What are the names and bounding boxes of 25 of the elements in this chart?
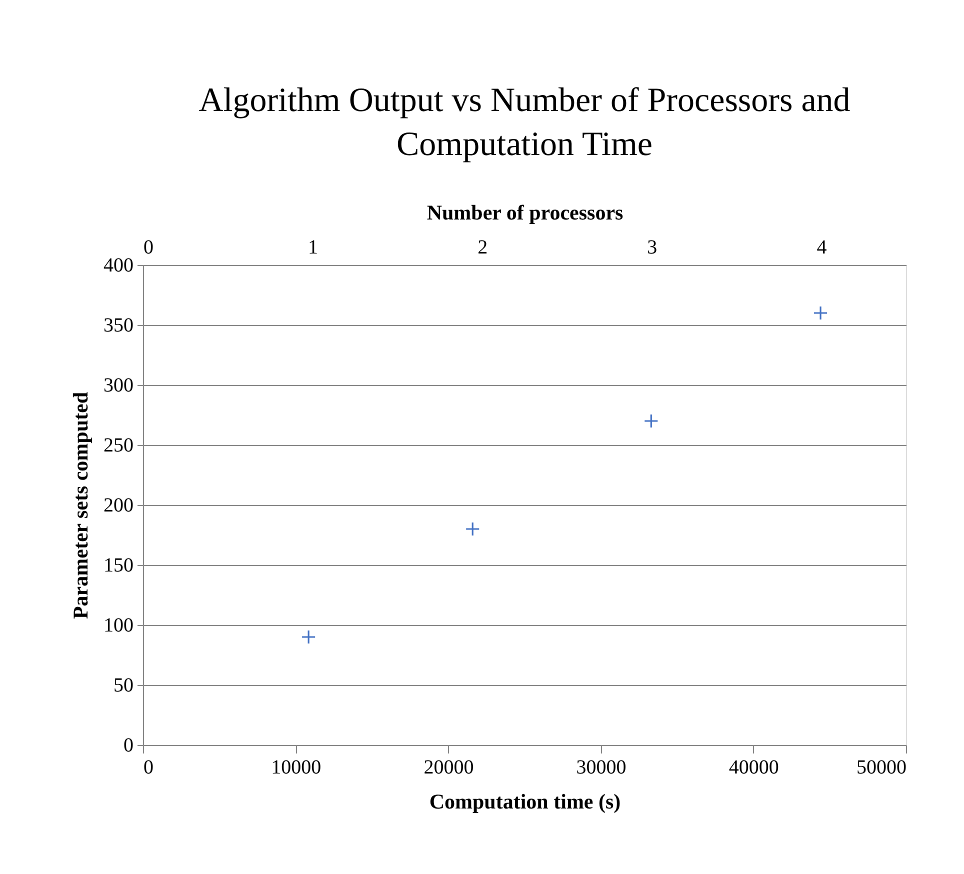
x2-tick-label: 4 bbox=[816, 236, 827, 258]
x-tick-label: 50000 bbox=[856, 756, 906, 778]
x-tick-label: 20000 bbox=[424, 756, 474, 778]
y-tick-label: 100 bbox=[104, 614, 134, 636]
y-tick-label: 400 bbox=[104, 254, 134, 276]
y-tick-label: 300 bbox=[104, 374, 134, 396]
text: Computation Time bbox=[396, 126, 652, 163]
x-tick-label: 40000 bbox=[728, 756, 779, 778]
y-axis-title: Parameter sets computed bbox=[68, 392, 92, 620]
y-tick-label: 200 bbox=[104, 494, 134, 516]
x2-tick-label: 3 bbox=[647, 236, 658, 258]
y-tick-label: 0 bbox=[124, 734, 134, 756]
x2-tick-label: 1 bbox=[308, 236, 318, 258]
y-tick-label: 50 bbox=[114, 674, 134, 696]
x-axis-title: Computation time (s) bbox=[429, 790, 621, 814]
x-tick-label: 30000 bbox=[576, 756, 626, 778]
x2-tick-label: 2 bbox=[478, 236, 488, 258]
y-tick-label: 350 bbox=[104, 314, 134, 336]
x-tick-label: 0 bbox=[144, 756, 154, 778]
x2-tick-label: 0 bbox=[144, 236, 154, 258]
x-tick-label: 10000 bbox=[271, 756, 322, 778]
y-tick-label: 150 bbox=[104, 554, 134, 576]
text: Algorithm Output vs Number of Processors and bbox=[198, 82, 850, 119]
y-tick-label: 250 bbox=[104, 434, 134, 456]
x2-axis-title: Number of processors bbox=[426, 200, 624, 224]
